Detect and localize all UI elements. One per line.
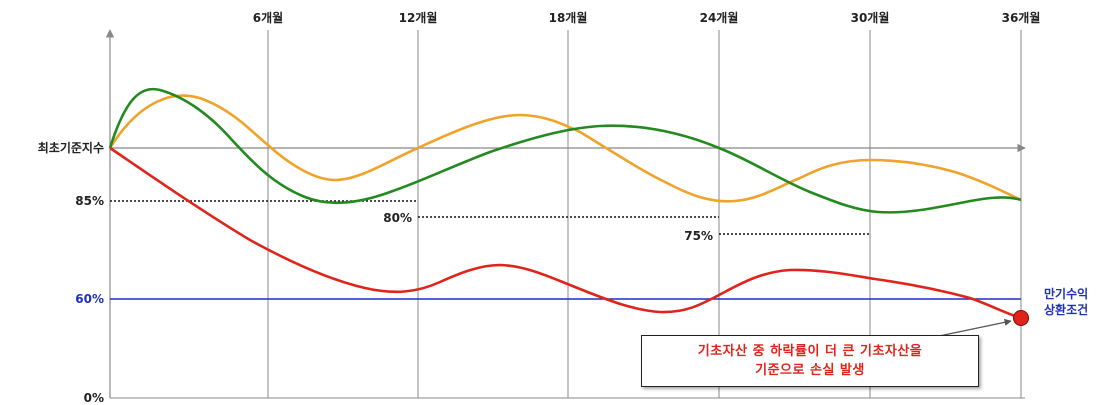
maturity-label-line1: 만기수익	[1044, 286, 1088, 301]
red-underlying-curve	[109, 146, 1022, 320]
barrier-75-label: 75%	[684, 229, 713, 243]
period-label-36m: 36개월	[1002, 10, 1041, 25]
y-label-0: 0%	[84, 391, 104, 405]
maturity-loss-point	[1013, 310, 1029, 326]
orange-underlying-curve	[108, 94, 1022, 203]
y-label-initial: 최초기준지수	[38, 140, 104, 155]
y-label-60: 60%	[75, 292, 104, 306]
barrier-80-label: 80%	[383, 211, 412, 225]
maturity-label-line2: 상환조건	[1044, 302, 1088, 317]
period-label-18m: 18개월	[549, 10, 588, 25]
green-underlying-curve	[108, 87, 1022, 214]
loss-note-box: 기초자산 중 하락률이 더 큰 기초자산을 기준으로 손실 발생	[641, 335, 979, 387]
loss-note-line2: 기준으로 손실 발생	[755, 363, 865, 378]
loss-note-line1: 기초자산 중 하락률이 더 큰 기초자산을	[697, 344, 923, 359]
period-label-12m: 12개월	[399, 10, 438, 25]
y-label-85: 85%	[75, 194, 104, 208]
period-label-6m: 6개월	[253, 10, 283, 25]
period-gridlines	[267, 30, 1022, 398]
period-label-24m: 24개월	[700, 10, 739, 25]
period-label-30m: 30개월	[851, 10, 890, 25]
